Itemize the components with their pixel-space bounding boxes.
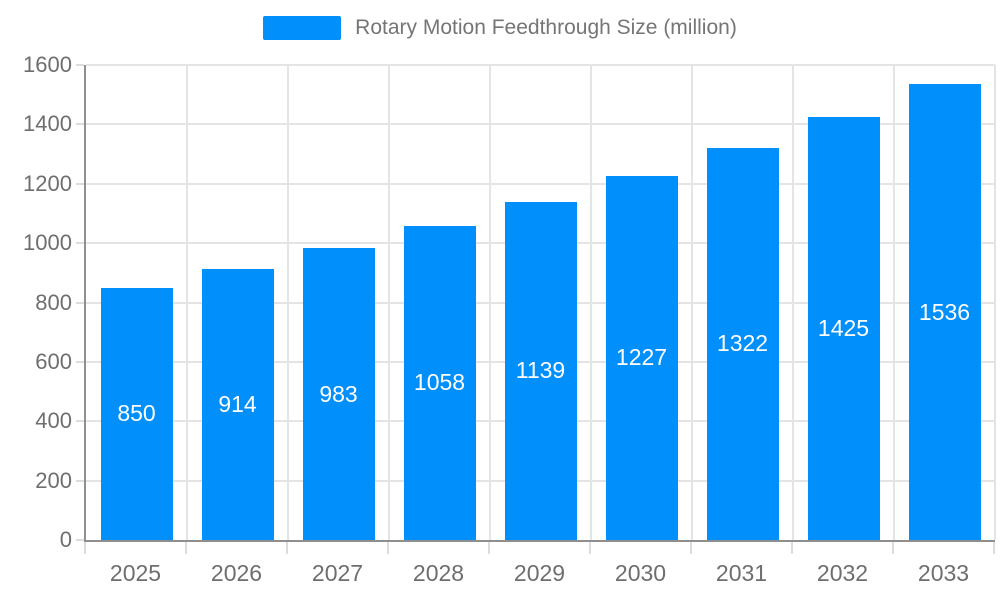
x-tick-mark: [791, 542, 793, 554]
x-tick-label-2033: 2033: [917, 560, 970, 586]
bar-value-label: 914: [218, 390, 257, 417]
legend-label: Rotary Motion Feedthrough Size (million): [355, 16, 737, 39]
gridline-x-1: [186, 65, 188, 540]
y-tick-mark: [76, 539, 84, 541]
bar-value-label: 1536: [918, 298, 971, 325]
bar-2025[interactable]: 850: [100, 287, 173, 540]
y-tick-mark: [76, 479, 84, 482]
x-tick-mark: [185, 542, 187, 554]
bar-value-label: 1227: [615, 344, 668, 371]
gridline-x-8: [893, 65, 895, 540]
legend-swatch: [263, 16, 342, 40]
bar-2030[interactable]: 1227: [605, 175, 678, 540]
gridline-x-4: [489, 65, 491, 540]
x-tick-mark: [690, 542, 692, 554]
bar-2032[interactable]: 1425: [807, 116, 880, 540]
x-tick-mark: [84, 542, 86, 554]
bar-value-label: 850: [117, 400, 156, 427]
gridline-y-1400: [86, 123, 995, 126]
y-tick-label-1400: 1400: [23, 111, 72, 137]
y-tick-label-600: 600: [35, 348, 72, 374]
gridline-y-1200: [86, 182, 995, 185]
y-tick-mark: [76, 64, 84, 66]
x-tick-mark: [286, 542, 288, 554]
y-tick-mark: [76, 420, 84, 423]
y-tick-label-800: 800: [35, 289, 72, 315]
bar-value-label: 1322: [716, 330, 769, 357]
x-tick-mark: [993, 542, 995, 554]
bar-value-label: 1058: [413, 369, 466, 396]
y-tick-label-200: 200: [35, 467, 72, 493]
gridline-x-7: [792, 65, 794, 540]
y-tick-mark: [76, 242, 84, 245]
gridline-x-2: [287, 65, 289, 540]
gridline-y-1600: [86, 64, 995, 66]
gridline-x-5: [590, 65, 592, 540]
bar-2031[interactable]: 1322: [706, 147, 779, 540]
y-tick-label-1000: 1000: [23, 230, 72, 256]
y-tick-mark: [76, 360, 84, 363]
y-tick-label-0: 0: [59, 527, 72, 552]
x-tick-mark: [892, 542, 894, 554]
bar-2029[interactable]: 1139: [504, 201, 577, 540]
x-tick-label-2030: 2030: [614, 560, 667, 586]
x-tick-label-2029: 2029: [513, 560, 566, 586]
bar-value-label: 983: [319, 380, 358, 407]
x-tick-label-2031: 2031: [715, 560, 768, 586]
y-tick-mark: [76, 301, 84, 304]
bar-value-label: 1139: [515, 357, 566, 384]
bar-2028[interactable]: 1058: [403, 225, 476, 540]
gridline-x-9: [994, 65, 996, 540]
gridline-x-3: [388, 65, 390, 540]
x-tick-label-2028: 2028: [412, 560, 465, 586]
y-tick-label-1200: 1200: [23, 170, 72, 196]
y-tick-label-1600: 1600: [23, 52, 72, 77]
x-tick-mark: [488, 542, 490, 554]
plot-area: 850 914 983 1058 1139 1227 1322 1425 1536: [84, 64, 996, 542]
x-tick-label-2025: 2025: [109, 560, 162, 586]
gridline-x-6: [691, 65, 693, 540]
x-tick-label-2027: 2027: [311, 560, 364, 586]
bar-2026[interactable]: 914: [201, 268, 274, 540]
x-tick-mark: [589, 542, 591, 554]
x-tick-label-2026: 2026: [210, 560, 263, 586]
bar-2027[interactable]: 983: [302, 248, 375, 540]
y-tick-mark: [76, 182, 84, 185]
y-tick-label-400: 400: [35, 408, 72, 434]
x-tick-mark: [387, 542, 389, 554]
bar-value-label: 1425: [817, 314, 870, 341]
bar-2033[interactable]: 1536: [908, 84, 981, 540]
x-tick-label-2032: 2032: [816, 560, 869, 586]
y-tick-mark: [76, 123, 84, 126]
legend[interactable]: Rotary Motion Feedthrough Size (million): [0, 16, 1000, 40]
